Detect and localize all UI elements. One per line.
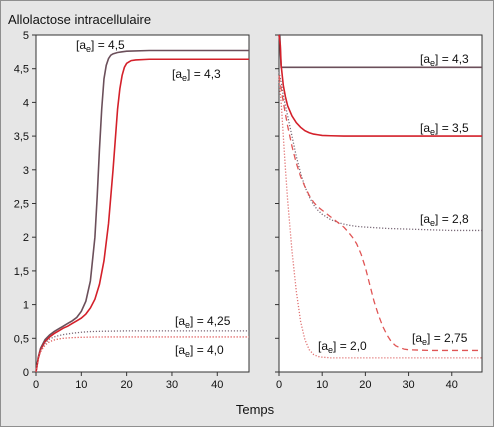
y-tick-label: 5	[23, 30, 29, 42]
y-tick-label: 1	[23, 300, 29, 312]
label-left-ae-4-3: [ae] = 4,3	[172, 67, 221, 83]
left-series-line-1	[35, 58, 249, 373]
label-right-ae-2-8-text: [ae] = 2,8	[420, 212, 469, 228]
x-tick-label: 30	[402, 379, 414, 391]
left-series-group	[35, 49, 249, 373]
chart-title: Allolactose intracellulaire	[8, 12, 151, 27]
y-tick-label: 3,5	[14, 131, 29, 143]
label-left-ae-4-0: [ae] = 4,0	[175, 343, 224, 359]
x-tick-label: 30	[166, 379, 178, 391]
x-tick-label: 0	[276, 379, 282, 391]
label-right-ae-3-5: [ae] = 3,5	[420, 121, 469, 137]
label-right-ae-4-3: [ae] = 4,3	[420, 52, 469, 68]
x-tick-label: 0	[33, 379, 39, 391]
left-series-line-0	[35, 49, 249, 373]
y-tick-label: 2,5	[14, 199, 29, 211]
right-series-line-4	[278, 78, 482, 359]
right-plot-area	[278, 34, 483, 373]
left-axis-ticks: 0 10 20 30 40 0 0,5 1 1,5 2 2,5 3 3,5 4 4,5 5	[14, 30, 224, 391]
label-left-ae-4-5-text: [ae] = 4,5	[76, 38, 125, 54]
y-tick-label: 1,5	[14, 266, 29, 278]
y-tick-label: 0,5	[14, 333, 29, 345]
y-tick-label: 3	[23, 165, 29, 177]
x-tick-label: 40	[446, 379, 458, 391]
y-tick-label: 0	[23, 367, 29, 379]
left-series-line-3	[35, 336, 249, 373]
x-tick-label: 40	[211, 379, 223, 391]
label-left-ae-4-0-text: [ae] = 4,0	[175, 343, 224, 359]
x-tick-label: 20	[121, 379, 133, 391]
label-left-ae-4-3-text: [ae] = 4,3	[172, 67, 221, 83]
y-tick-label: 4	[23, 97, 29, 109]
label-right-ae-2-0-text: [ae] = 2,0	[318, 339, 367, 355]
x-tick-label: 10	[316, 379, 328, 391]
label-left-ae-4-5: [ae] = 4,5	[76, 38, 125, 54]
label-left-ae-4-25: [ae] = 4,25	[175, 314, 231, 330]
label-left-ae-4-25-text: [ae] = 4,25	[175, 314, 231, 330]
x-axis-title: Temps	[236, 402, 275, 417]
right-series-group	[278, 34, 482, 359]
label-right-ae-3-5-text: [ae] = 3,5	[420, 121, 469, 137]
right-series-line-1	[278, 34, 482, 137]
label-right-ae-2-0: [ae] = 2,0	[318, 339, 367, 355]
y-tick-label: 2	[23, 232, 29, 244]
label-right-ae-2-75-text: [ae] = 2,75	[412, 331, 468, 347]
right-series-line-3	[278, 75, 482, 352]
y-tick-label: 4,5	[14, 64, 29, 76]
x-tick-label: 10	[75, 379, 87, 391]
right-series-line-2	[278, 71, 482, 232]
label-right-ae-4-3-text: [ae] = 4,3	[420, 52, 469, 68]
x-tick-label: 20	[359, 379, 371, 391]
label-right-ae-2-8: [ae] = 2,8	[420, 212, 469, 228]
right-axis-ticks: 0 10 20 30 40	[275, 34, 458, 391]
label-right-ae-2-75: [ae] = 2,75	[412, 331, 468, 347]
left-plot-area	[35, 34, 250, 373]
